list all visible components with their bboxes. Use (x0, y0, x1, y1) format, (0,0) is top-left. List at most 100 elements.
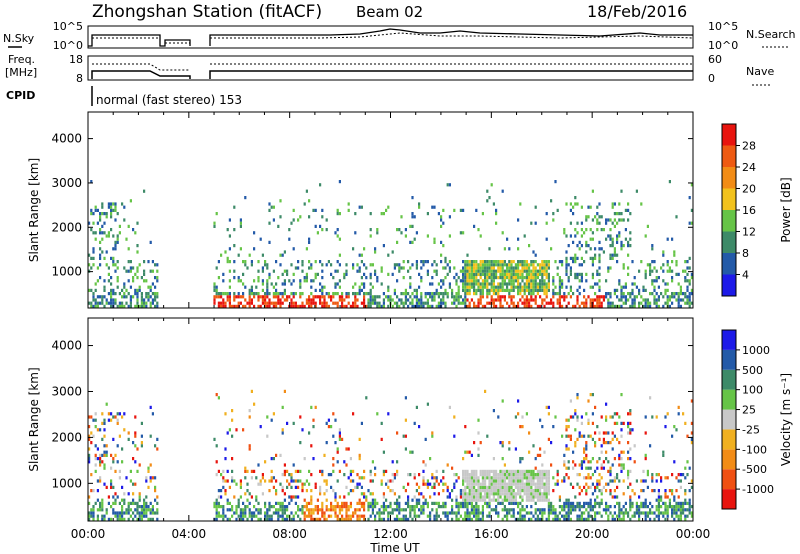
data-cell (341, 292, 344, 296)
data-cell (506, 508, 509, 512)
data-cell (358, 482, 361, 486)
data-cell (426, 234, 429, 238)
data-cell (514, 479, 517, 483)
data-cell (90, 301, 93, 305)
data-cell (103, 221, 106, 225)
data-cell (525, 285, 528, 289)
data-cell (233, 260, 236, 264)
data-cell (369, 263, 372, 267)
data-cell (547, 511, 550, 515)
data-cell (499, 304, 502, 308)
data-cell (671, 505, 674, 509)
data-cell (475, 279, 478, 283)
data-cell (121, 202, 124, 206)
data-cell (618, 415, 621, 419)
data-cell (629, 431, 632, 435)
data-cell (363, 476, 366, 480)
data-cell (495, 469, 498, 473)
data-cell (242, 272, 245, 276)
data-cell (620, 469, 623, 473)
data-cell (96, 489, 99, 493)
data-cell (475, 272, 478, 276)
data-cell (629, 469, 632, 473)
data-cell (679, 298, 682, 302)
data-cell (116, 514, 119, 518)
data-cell (363, 285, 366, 289)
data-cell (501, 231, 504, 235)
data-cell (589, 304, 592, 308)
data-cell (301, 505, 304, 509)
data-cell (341, 298, 344, 302)
data-cell (521, 425, 524, 429)
data-cell (466, 266, 469, 270)
data-cell (473, 288, 476, 292)
data-cell (398, 511, 401, 515)
data-cell (591, 508, 594, 512)
data-cell (352, 266, 355, 270)
data-cell (112, 234, 115, 238)
data-cell (541, 492, 544, 496)
data-cell (457, 298, 460, 302)
data-cell (407, 269, 410, 273)
data-cell (649, 272, 652, 276)
data-cell (609, 489, 612, 493)
data-cell (217, 514, 220, 518)
data-cell (492, 473, 495, 477)
data-cell (613, 505, 616, 509)
data-cell (525, 279, 528, 283)
data-cell (528, 279, 531, 283)
data-cell (475, 208, 478, 212)
data-cell (580, 421, 583, 425)
data-cell (633, 298, 636, 302)
data-cell (618, 441, 621, 445)
data-cell (380, 212, 383, 216)
data-cell (512, 501, 515, 505)
data-cell (543, 272, 546, 276)
data-cell (521, 276, 524, 280)
data-cell (644, 415, 647, 419)
data-cell (468, 450, 471, 454)
data-cell (107, 279, 110, 283)
data-cell (666, 298, 669, 302)
data-cell (503, 295, 506, 299)
data-cell (688, 298, 691, 302)
data-cell (539, 447, 542, 451)
data-cell (642, 304, 645, 308)
data-cell (424, 463, 427, 467)
data-cell (512, 482, 515, 486)
data-cell (101, 231, 104, 235)
data-cell (605, 221, 608, 225)
data-cell (105, 212, 108, 216)
data-cell (415, 489, 418, 493)
data-cell (611, 221, 614, 225)
data-cell (244, 514, 247, 518)
data-cell (490, 479, 493, 483)
data-cell (444, 511, 447, 515)
data-cell (334, 505, 337, 509)
data-cell (228, 285, 231, 289)
data-cell (679, 508, 682, 512)
data-cell (220, 304, 223, 308)
data-cell (611, 244, 614, 248)
data-cell (510, 479, 513, 483)
data-cell (508, 247, 511, 251)
data-cell (503, 479, 506, 483)
data-cell (532, 260, 535, 264)
data-cell (543, 498, 546, 502)
data-cell (435, 517, 438, 521)
data-cell (517, 501, 520, 505)
data-cell (519, 285, 522, 289)
data-cell (457, 288, 460, 292)
data-cell (415, 266, 418, 270)
data-cell (627, 441, 630, 445)
data-cell (565, 444, 568, 448)
data-cell (226, 260, 229, 264)
data-cell (264, 501, 267, 505)
data-cell (407, 298, 410, 302)
data-cell (567, 498, 570, 502)
data-cell (103, 304, 106, 308)
data-cell (237, 253, 240, 257)
data-cell (565, 514, 568, 518)
data-cell (112, 460, 115, 464)
data-cell (374, 501, 377, 505)
